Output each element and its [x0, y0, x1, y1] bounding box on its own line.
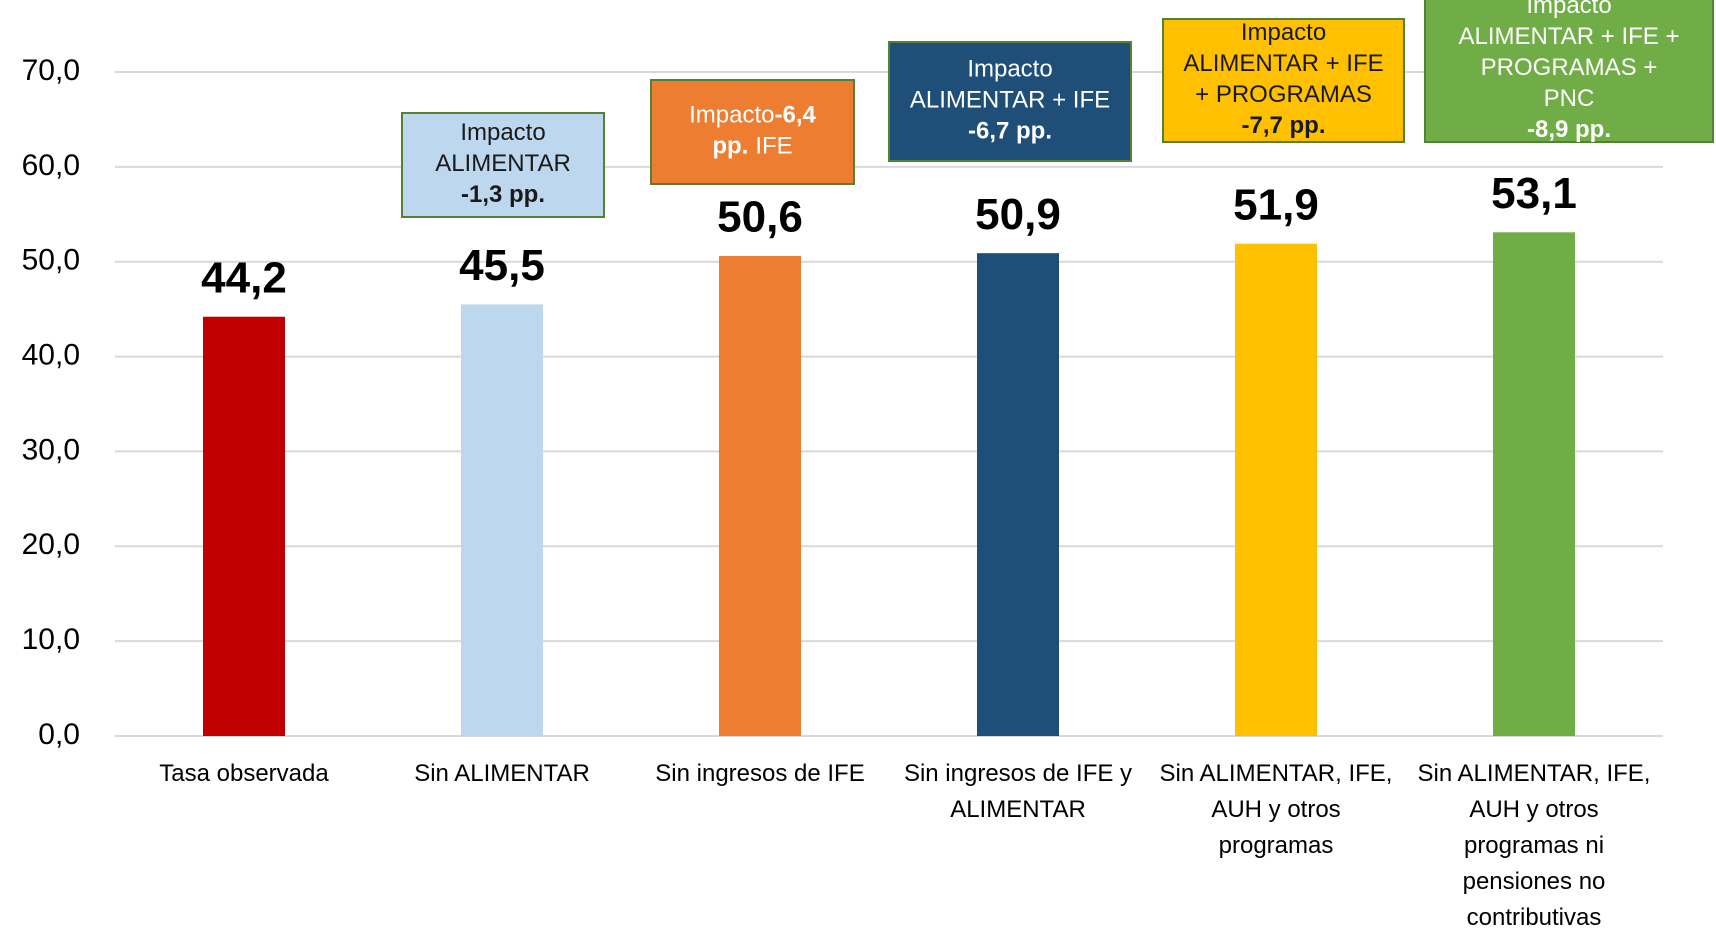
- y-tick-label: 0,0: [38, 718, 80, 751]
- x-tick-label: Sin ALIMENTAR: [414, 760, 590, 787]
- annotation-text: PROGRAMAS +: [1481, 54, 1658, 81]
- y-tick-label: 70,0: [22, 54, 80, 87]
- annotation-segment: Impacto: [1241, 19, 1326, 46]
- bar: [719, 256, 801, 736]
- x-tick-label: Sin ingresos de IFE: [655, 760, 864, 787]
- value-label: 53,1: [1491, 169, 1577, 218]
- annotation-text: Impacto: [967, 56, 1052, 83]
- x-tick-label: Sin ingresos de IFE y ALIMENTAR: [904, 760, 1132, 823]
- value-label: 51,9: [1233, 180, 1319, 229]
- annotation-text: + PROGRAMAS: [1195, 81, 1372, 108]
- annotation-segment: Impacto: [689, 102, 774, 129]
- y-tick-label: 10,0: [22, 623, 80, 656]
- value-label: 44,2: [201, 253, 287, 302]
- annotation-text: ALIMENTAR: [435, 150, 571, 177]
- annotation-text: ALIMENTAR + IFE: [1183, 50, 1383, 77]
- value-label: 45,5: [459, 241, 545, 290]
- annotation-segment: PROGRAMAS +: [1481, 54, 1658, 81]
- y-tick-label: 40,0: [22, 338, 80, 371]
- annotation-box: [1162, 18, 1405, 143]
- x-tick-label: Sin ALIMENTAR, IFE, AUH y otros programas: [1160, 760, 1393, 859]
- x-tick-label: Tasa observada: [159, 760, 329, 787]
- bar: [977, 253, 1059, 737]
- annotation-text: -1,3 pp.: [461, 181, 545, 208]
- annotation-text: -7,7 pp.: [1241, 112, 1325, 139]
- annotation-text: ALIMENTAR + IFE +: [1459, 23, 1680, 50]
- annotation-segment: PNC: [1544, 85, 1595, 112]
- annotation-text: Impacto: [1526, 0, 1611, 19]
- annotation-segment: ALIMENTAR + IFE: [1183, 50, 1383, 77]
- annotation-box: [650, 79, 855, 185]
- value-label: 50,6: [717, 193, 803, 242]
- annotation-segment: Impacto: [967, 56, 1052, 83]
- annotation-text: Impacto-6,4: [689, 102, 816, 129]
- y-tick-label: 30,0: [22, 433, 80, 466]
- annotation-segment: -8,9 pp.: [1527, 116, 1611, 143]
- annotation-segment: + PROGRAMAS: [1195, 81, 1372, 108]
- annotation-box: [1424, 0, 1714, 143]
- annotation-text: pp. IFE: [712, 133, 792, 160]
- annotation-segment: Impacto: [460, 119, 545, 146]
- bar: [1235, 243, 1317, 737]
- annotation-text: ALIMENTAR + IFE: [910, 87, 1110, 114]
- annotation-segment: ALIMENTAR: [435, 150, 571, 177]
- annotation-text: -8,9 pp.: [1527, 116, 1611, 143]
- bar: [203, 316, 285, 736]
- annotation-segment: pp.: [712, 133, 748, 160]
- annotation-segment: ALIMENTAR + IFE: [910, 87, 1110, 114]
- x-tick-label: Sin ALIMENTAR, IFE, AUH y otros programas …: [1418, 760, 1651, 930]
- annotation-segment: -6,4: [775, 102, 817, 129]
- annotation-box: [401, 112, 605, 218]
- annotation-segment: ALIMENTAR + IFE +: [1459, 23, 1680, 50]
- y-tick-label: 50,0: [22, 244, 80, 277]
- bar: [1493, 232, 1575, 736]
- annotation-text: Impacto: [1241, 19, 1326, 46]
- annotation-text: PNC: [1544, 85, 1595, 112]
- annotation-box: [888, 41, 1132, 162]
- annotation-text: -6,7 pp.: [968, 118, 1052, 145]
- annotation-segment: -7,7 pp.: [1241, 112, 1325, 139]
- annotation-segment: -6,7 pp.: [968, 118, 1052, 145]
- annotation-segment: Impacto: [1526, 0, 1611, 19]
- y-tick-label: 20,0: [22, 528, 80, 561]
- value-label: 50,9: [975, 190, 1061, 239]
- bar: [461, 304, 543, 736]
- annotation-segment: IFE: [755, 133, 792, 160]
- y-tick-label: 60,0: [22, 149, 80, 182]
- annotation-segment: -1,3 pp.: [461, 181, 545, 208]
- annotation-text: Impacto: [460, 119, 545, 146]
